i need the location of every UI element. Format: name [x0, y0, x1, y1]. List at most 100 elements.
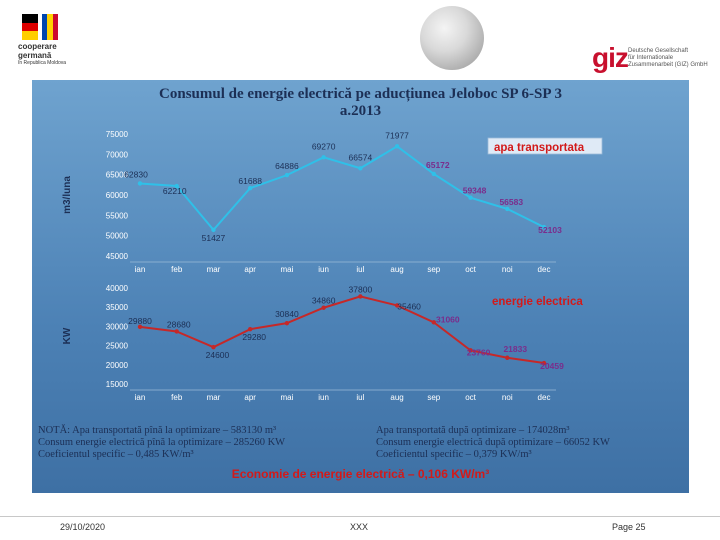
- y-tick-label: 65000: [106, 171, 129, 180]
- data-point: [247, 326, 253, 332]
- x-tick-label: dec: [538, 265, 551, 274]
- legend-box: [487, 137, 603, 155]
- data-point: [321, 155, 326, 160]
- data-point: [431, 171, 437, 177]
- footer-divider: [0, 516, 720, 517]
- data-point: [541, 360, 547, 366]
- series-line: [139, 295, 545, 365]
- x-tick-label: iun: [318, 393, 329, 402]
- x-tick-label: iul: [356, 265, 364, 274]
- page-number: Page 25: [612, 522, 646, 532]
- x-tick-label: mai: [280, 393, 293, 402]
- giz-mark: giz: [592, 42, 629, 73]
- x-tick-label: sep: [427, 265, 440, 274]
- giz-logo: giz Deutsche Gesellschaft für Internatio…: [592, 42, 712, 76]
- x-tick-label: sep: [427, 393, 440, 402]
- data-point: [247, 185, 253, 191]
- x-tick-label: feb: [171, 265, 183, 274]
- data-label: 61688: [238, 176, 262, 186]
- data-label: 30840: [275, 309, 299, 319]
- data-label: 62830: [124, 169, 148, 179]
- data-label: 64886: [275, 161, 299, 171]
- data-point: [284, 320, 290, 326]
- data-point: [284, 172, 290, 178]
- globe-icon: [420, 6, 484, 70]
- y-tick-label: 75000: [106, 130, 129, 139]
- data-label: 21833: [503, 344, 527, 354]
- x-tick-label: noi: [502, 265, 513, 274]
- data-label: 34860: [312, 296, 336, 306]
- german-flag-icon: [22, 14, 38, 40]
- data-label: 31060: [436, 314, 460, 324]
- data-point: [541, 224, 547, 230]
- x-tick-label: ian: [135, 393, 146, 402]
- data-point: [358, 166, 363, 171]
- data-label: 35460: [397, 301, 421, 311]
- data-point: [468, 348, 473, 353]
- x-tick-label: apr: [244, 393, 256, 402]
- y-tick-label: 45000: [106, 252, 129, 261]
- data-label: 59348: [463, 186, 487, 196]
- logo-text: cooperare germană în Republica Moldova: [18, 42, 67, 66]
- x-tick-label: aug: [390, 265, 403, 274]
- x-tick-label: noi: [502, 393, 513, 402]
- y-tick-label: 50000: [106, 232, 129, 241]
- y-axis-label: KW: [62, 327, 73, 344]
- data-label: 65172: [426, 160, 450, 170]
- y-tick-label: 40000: [106, 284, 129, 293]
- data-point: [174, 329, 179, 334]
- data-point: [211, 227, 216, 233]
- data-point: [468, 195, 473, 200]
- legend-label: energie electrica: [492, 296, 583, 308]
- legend-label: apa transportata: [494, 142, 585, 154]
- y-tick-label: 20000: [106, 361, 129, 370]
- data-point: [211, 344, 216, 350]
- y-tick-label: 55000: [106, 211, 129, 220]
- data-label: 37800: [349, 284, 373, 294]
- data-label: 56583: [499, 197, 523, 207]
- data-label: 20459: [540, 361, 564, 371]
- data-label: 62210: [163, 186, 187, 196]
- x-tick-label: apr: [244, 265, 256, 274]
- charts-svg: 75000 70000 65000 60000 55000 50000 45000 ian fe…: [62, 130, 603, 402]
- y-tick-label: 30000: [106, 322, 129, 331]
- x-tick-label: iul: [356, 393, 364, 402]
- data-label: 69270: [312, 141, 336, 151]
- giz-text: Deutsche Gesellschaft für Internationale…: [628, 48, 708, 68]
- x-tick-label: mar: [207, 265, 221, 274]
- series-line: [139, 145, 545, 232]
- y-tick-label: 60000: [106, 191, 129, 200]
- slide-title: Consumul de energie electrică pe aducțiu…: [159, 86, 562, 119]
- economie-text: Economie de energie electrică – 0,106 KW…: [231, 467, 490, 481]
- data-label: 51427: [202, 233, 226, 243]
- x-tick-label: mar: [207, 393, 221, 402]
- x-tick-label: oct: [465, 393, 476, 402]
- data-point: [394, 144, 400, 149]
- data-label: 29880: [128, 316, 152, 326]
- note-after-optimization: Apa transportată după optimizare – 17402…: [376, 425, 610, 460]
- note-before-optimization: NOTĂ: Apa transportată pînă la optimizar…: [38, 425, 286, 460]
- footer-date: 29/10/2020: [60, 522, 106, 532]
- x-tick-label: iun: [318, 265, 329, 274]
- x-tick-label: oct: [465, 265, 476, 274]
- y-tick-label: 25000: [106, 342, 129, 351]
- slide-panel: Consumul de energie electrică pe aducțiu…: [32, 80, 689, 493]
- y-axis-label: m3/luna: [62, 176, 73, 214]
- data-point: [137, 324, 143, 330]
- x-tick-label: dec: [538, 393, 551, 402]
- data-label: 23760: [467, 347, 491, 357]
- data-point: [321, 305, 326, 310]
- x-tick-label: ian: [135, 265, 146, 274]
- data-label: 24600: [206, 350, 230, 360]
- data-label: 29280: [242, 332, 266, 342]
- data-point: [174, 183, 179, 189]
- data-point: [358, 294, 363, 299]
- data-point: [394, 303, 400, 308]
- data-point: [137, 181, 143, 186]
- x-tick-label: mai: [280, 265, 293, 274]
- data-label: 52103: [538, 225, 562, 235]
- y-tick-label: 15000: [106, 380, 129, 389]
- footer-mid: XXX: [350, 522, 369, 532]
- data-point: [505, 206, 510, 212]
- y-tick-label: 70000: [106, 150, 129, 159]
